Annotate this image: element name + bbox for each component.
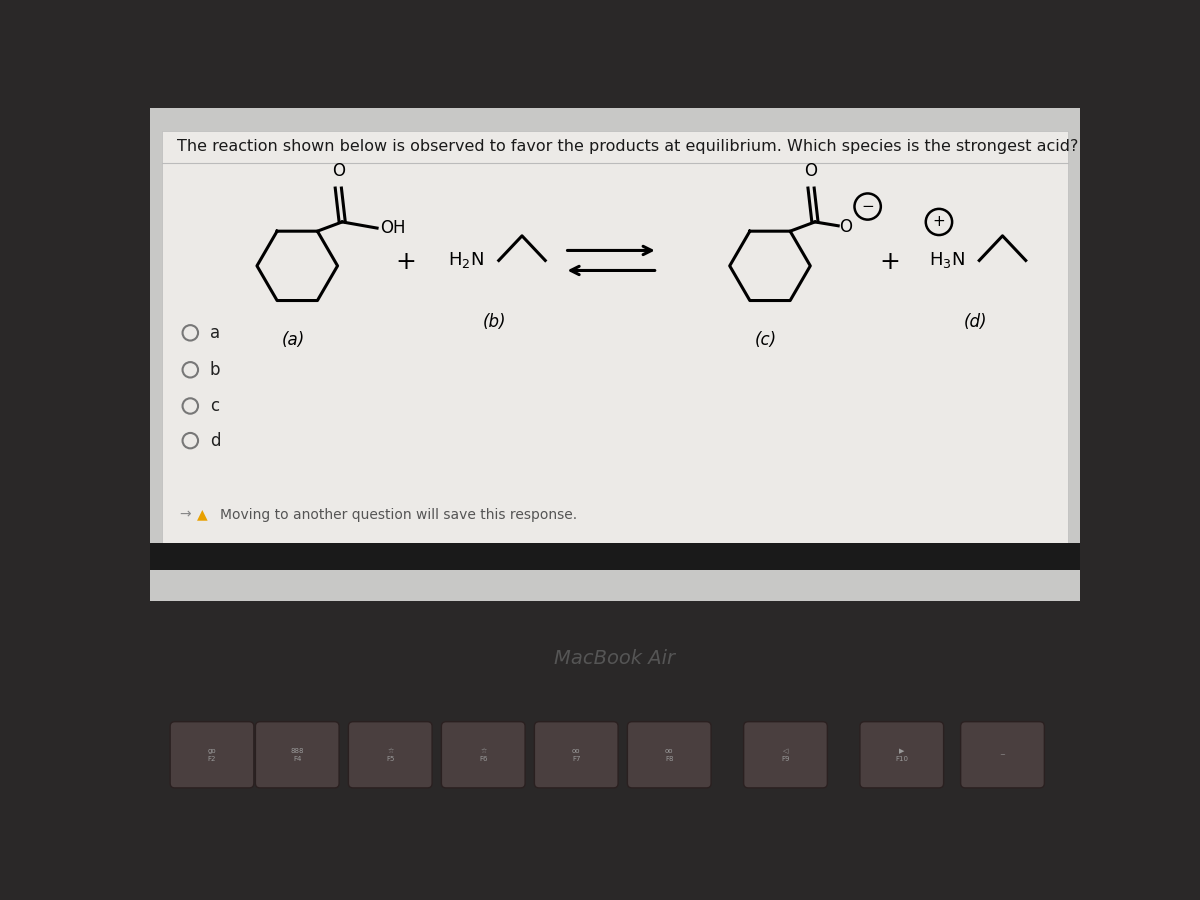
Text: c: c	[210, 397, 218, 415]
FancyBboxPatch shape	[256, 722, 340, 788]
Text: H$_2$N: H$_2$N	[449, 250, 485, 271]
FancyBboxPatch shape	[170, 722, 254, 788]
Text: +: +	[932, 214, 946, 230]
Text: a: a	[210, 324, 220, 342]
Text: ▲: ▲	[197, 508, 208, 522]
Bar	[150, 108, 1080, 601]
Text: ~: ~	[1000, 752, 1006, 758]
Text: H$_3$N: H$_3$N	[929, 250, 965, 271]
Text: (d): (d)	[964, 313, 988, 331]
Text: (a): (a)	[282, 331, 305, 349]
Text: ▶
F10: ▶ F10	[895, 748, 908, 761]
FancyBboxPatch shape	[744, 722, 827, 788]
Text: d: d	[210, 432, 220, 450]
FancyBboxPatch shape	[534, 722, 618, 788]
Text: (b): (b)	[484, 313, 506, 331]
Text: ☆
F5: ☆ F5	[386, 748, 395, 761]
Text: OH: OH	[380, 219, 406, 237]
Text: O: O	[332, 162, 344, 180]
Text: (c): (c)	[755, 331, 778, 349]
Text: The reaction shown below is observed to favor the products at equilibrium. Which: The reaction shown below is observed to …	[178, 139, 1079, 154]
Text: O: O	[804, 162, 817, 180]
FancyBboxPatch shape	[628, 722, 712, 788]
Text: oo
F7: oo F7	[572, 748, 581, 761]
Text: 888
F4: 888 F4	[290, 748, 304, 761]
Text: oo
F8: oo F8	[665, 748, 673, 761]
Text: b: b	[210, 361, 220, 379]
Text: O: O	[839, 219, 852, 237]
Text: →: →	[180, 508, 191, 522]
FancyBboxPatch shape	[442, 722, 526, 788]
Text: Moving to another question will save this response.: Moving to another question will save thi…	[220, 508, 577, 522]
FancyBboxPatch shape	[860, 722, 943, 788]
Text: +: +	[880, 250, 900, 274]
Text: go
F2: go F2	[208, 748, 216, 761]
Text: −: −	[862, 199, 874, 214]
Text: +: +	[395, 250, 416, 274]
FancyBboxPatch shape	[961, 722, 1044, 788]
FancyBboxPatch shape	[348, 722, 432, 788]
Bar	[162, 131, 1068, 547]
Text: MacBook Air: MacBook Air	[554, 649, 676, 668]
Text: ☆
F6: ☆ F6	[479, 748, 487, 761]
Text: ◁
F9: ◁ F9	[781, 748, 790, 761]
Bar	[150, 543, 1080, 570]
